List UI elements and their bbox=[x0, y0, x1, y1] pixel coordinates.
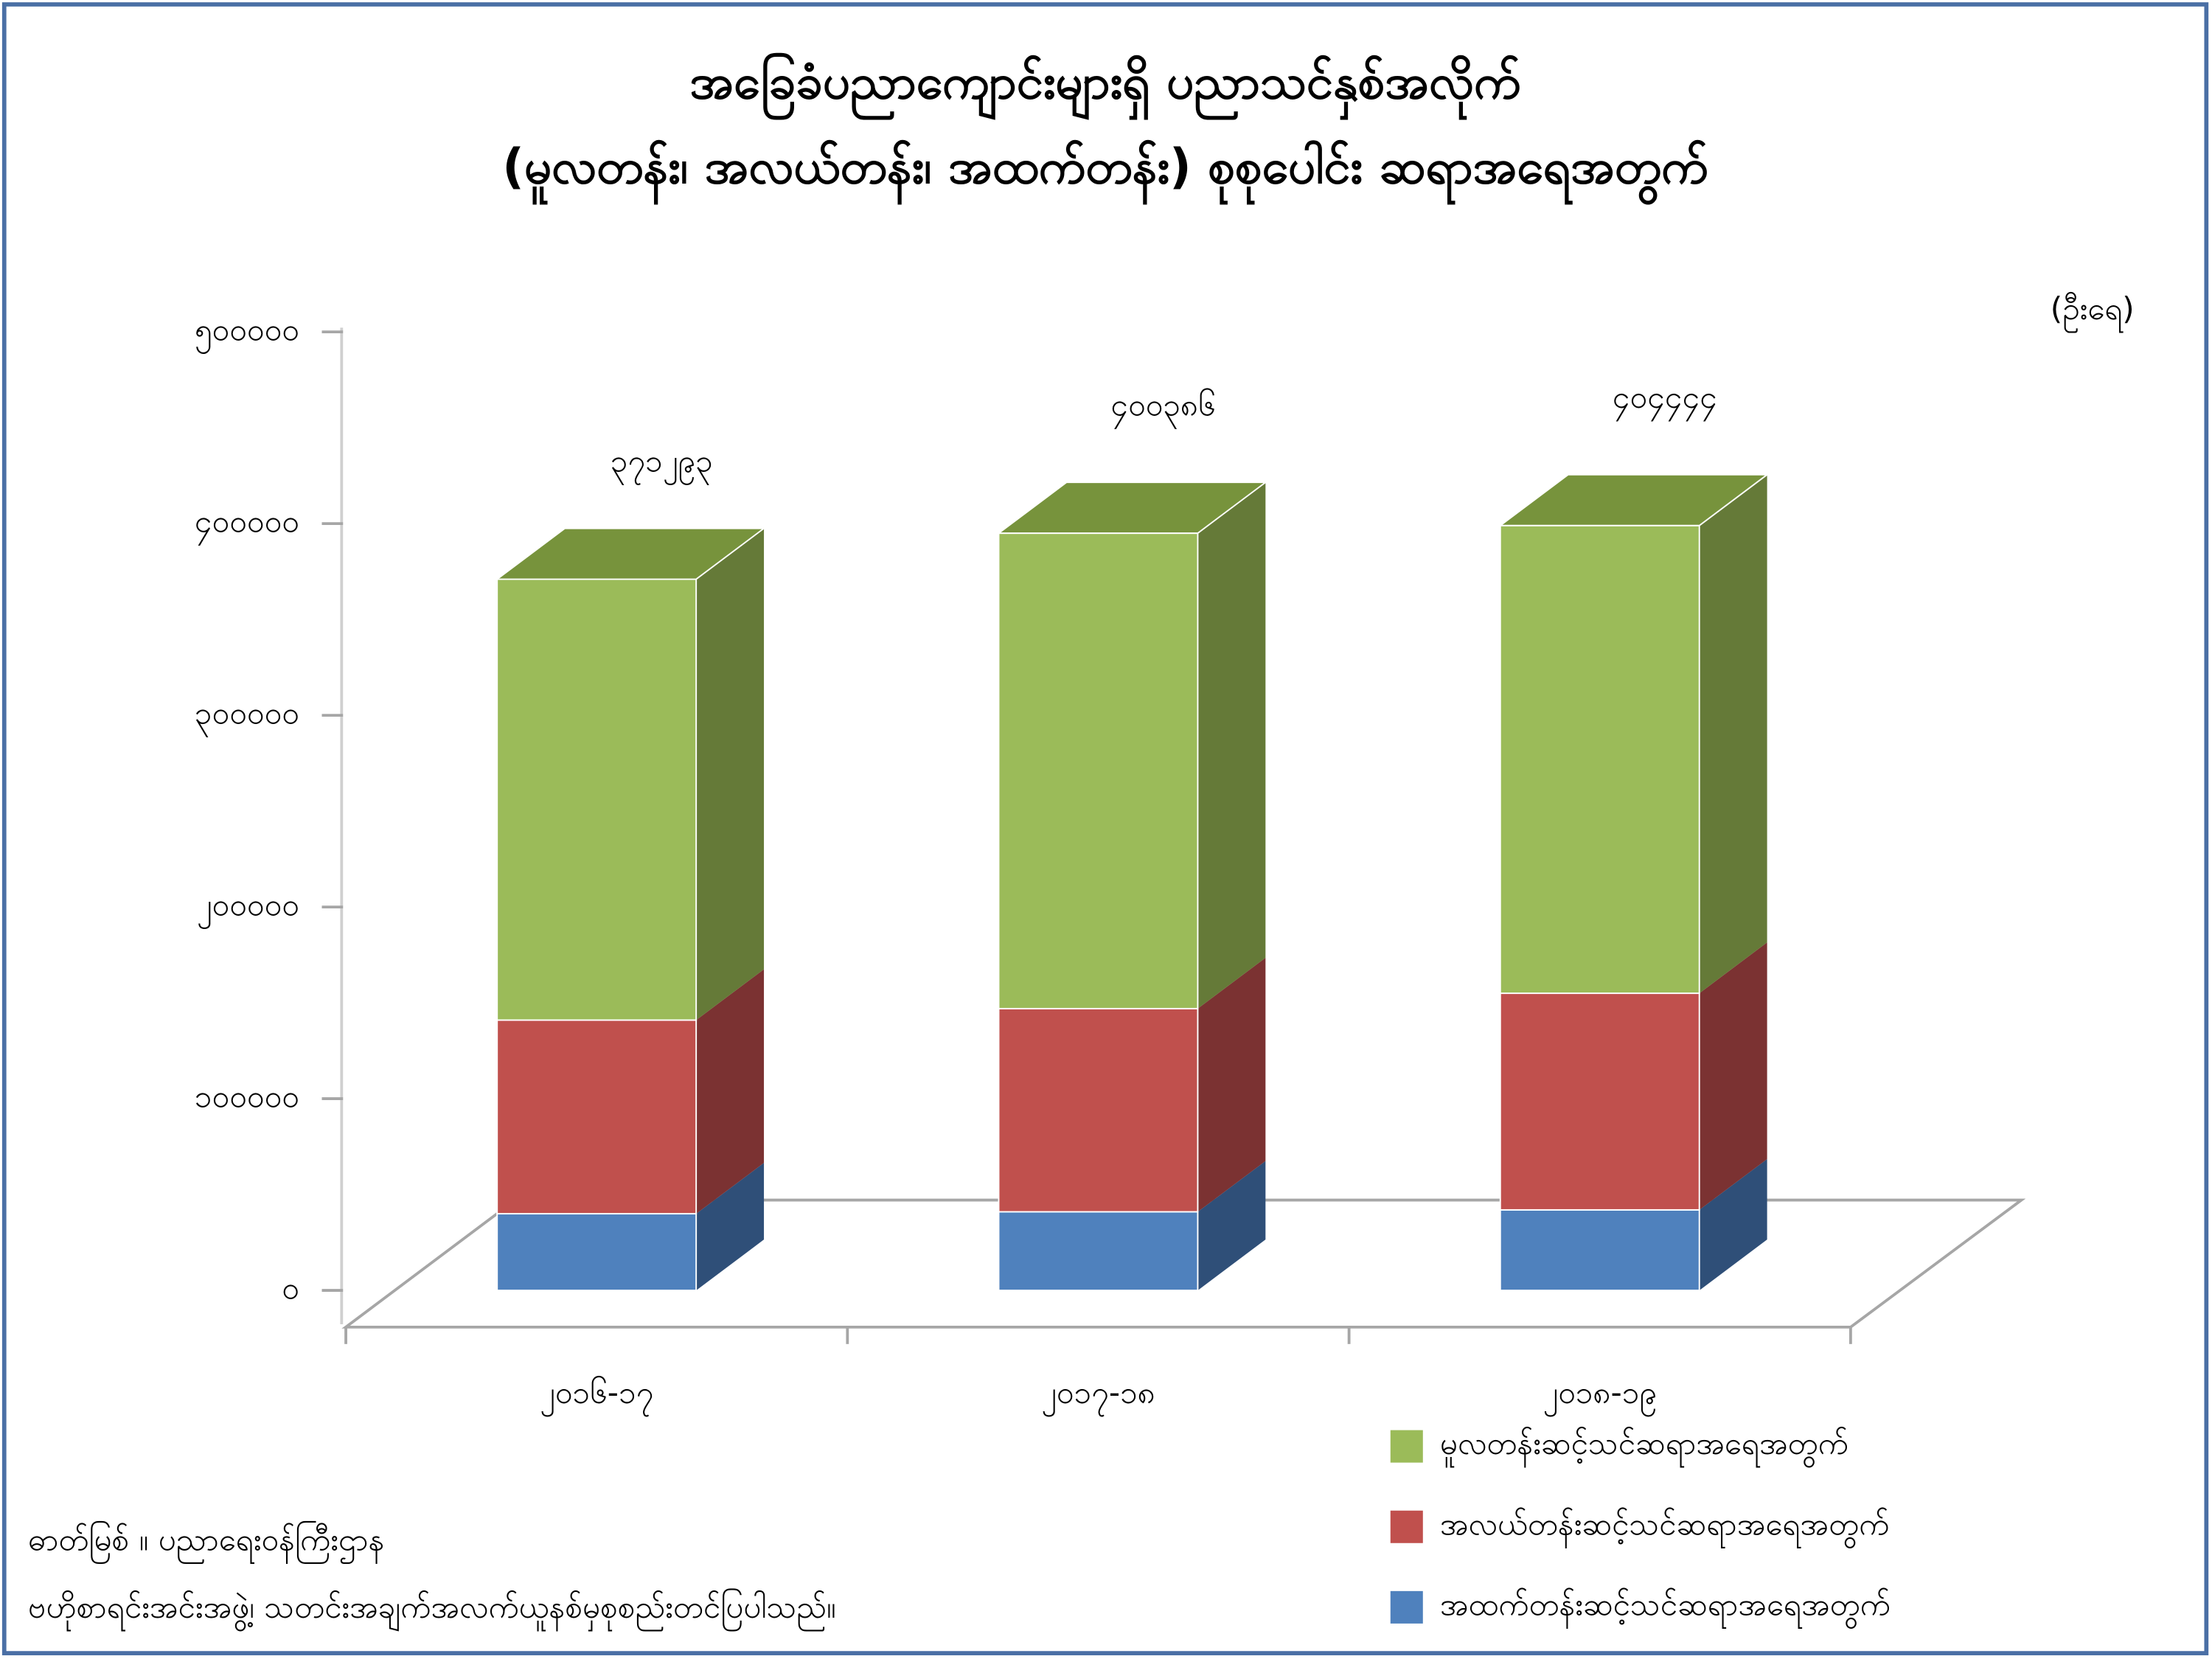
bar-side bbox=[696, 528, 765, 1020]
bar bbox=[496, 1213, 698, 1292]
total-label: ၃၇၁၂၉၃ bbox=[611, 442, 713, 485]
y-tick-label: ၅၀၀၀၀၀ bbox=[195, 312, 299, 355]
legend-label: အလယ်တန်းဆင့်သင်ဆရာအရေအတွက် bbox=[1440, 1506, 1889, 1548]
x-tick-label: ၂၀၁၇-၁၈ bbox=[1041, 1374, 1155, 1417]
bar-side bbox=[1699, 942, 1767, 1210]
legend-label: မူလတန်းဆင့်သင်ဆရာအရေအတွက် bbox=[1440, 1425, 1848, 1468]
bar bbox=[1499, 992, 1700, 1211]
legend-swatch bbox=[1390, 1510, 1423, 1543]
y-tick-label: ၂၀၀၀၀၀ bbox=[197, 887, 299, 930]
x-tick-label: ၂၀၁၈-၁၉ bbox=[1543, 1374, 1657, 1417]
total-label: ၄၀၄၄၄၄ bbox=[1613, 379, 1717, 422]
y-tick-label: ၃၀၀၀၀၀ bbox=[195, 695, 299, 738]
bar-side bbox=[1699, 474, 1767, 994]
total-label: ၄၀၀၃၈၆ bbox=[1110, 387, 1216, 430]
source: ဗဟိုစာရင်းအင်းအဖွဲ့၊ သတင်းအချက်အလက်ယူနစ်… bbox=[28, 1588, 835, 1632]
x-tick-label: ၂၀၁၆-၁၇ bbox=[540, 1374, 653, 1417]
legend-swatch bbox=[1390, 1590, 1423, 1624]
bar bbox=[1499, 1208, 1700, 1292]
bar-side bbox=[1197, 1161, 1266, 1291]
chart-title: (မူလတန်း၊ အလယ်တန်း၊ အထက်တန်း) စုစုပေါင်း… bbox=[502, 139, 1708, 205]
bar-top bbox=[1498, 473, 1770, 526]
bar-side bbox=[696, 969, 765, 1214]
bar-side bbox=[1699, 1158, 1767, 1291]
y-tick-label: ၀ bbox=[282, 1270, 299, 1307]
legend-label: အထက်တန်းဆင့်သင်ဆရာအရေအတွက် bbox=[1440, 1586, 1891, 1629]
legend-swatch bbox=[1390, 1430, 1423, 1463]
bar bbox=[998, 1007, 1199, 1213]
bar-side bbox=[1197, 482, 1266, 1009]
bar bbox=[998, 1211, 1199, 1292]
bar-side bbox=[696, 1163, 765, 1291]
y-tick-label: ၄၀၀၀၀၀ bbox=[195, 504, 299, 546]
bar bbox=[998, 532, 1199, 1009]
bar-top bbox=[996, 481, 1268, 535]
unit-label: (ဦးရေ) bbox=[2051, 291, 2135, 333]
bar-side bbox=[1197, 957, 1266, 1212]
bar-top bbox=[495, 527, 766, 580]
y-tick-label: ၁၀၀၀၀၀ bbox=[195, 1079, 299, 1115]
bar bbox=[496, 578, 698, 1021]
bar bbox=[1499, 524, 1700, 995]
chart-title: အခြေခံပညာကျောင်းများရှိ ပညာသင်နှစ်အလိုက် bbox=[689, 52, 1520, 120]
bar bbox=[496, 1019, 698, 1215]
source: ဓာတ်မြစ် ။ ပညာရေးဝန်ကြီးဌာန bbox=[28, 1520, 384, 1564]
